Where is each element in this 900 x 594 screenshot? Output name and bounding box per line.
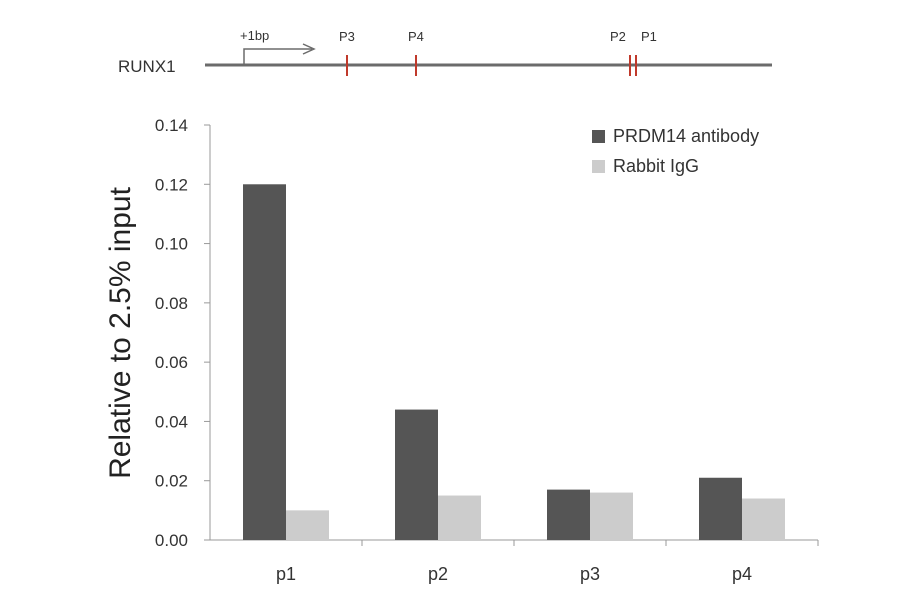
y-ticks: 0.00 0.02 0.04 0.06 0.08 0.10 0.12 0.14	[155, 116, 210, 550]
tss-arrow-icon	[243, 48, 312, 65]
legend-swatch-2	[592, 160, 605, 173]
x-tick-label: p4	[732, 564, 752, 584]
y-tick-label: 0.14	[155, 116, 188, 135]
y-tick-label: 0.06	[155, 353, 188, 372]
x-tick-label: p1	[276, 564, 296, 584]
bar-p2-series-2	[438, 495, 481, 540]
bars	[243, 184, 785, 541]
y-tick-label: 0.12	[155, 175, 188, 194]
site-label-p3: P3	[339, 29, 355, 44]
site-label-p2: P2	[610, 29, 626, 44]
x-ticks: p1 p2 p3 p4	[276, 540, 819, 584]
tss-label: +1bp	[240, 28, 269, 43]
legend-label-1: PRDM14 antibody	[613, 126, 759, 146]
y-tick-label: 0.00	[155, 531, 188, 550]
y-tick-label: 0.04	[155, 412, 188, 431]
bar-p4-series-2	[742, 498, 785, 540]
tss-arrowhead-icon	[302, 43, 316, 55]
bar-p3-series-1	[547, 489, 590, 540]
bar-chart: Relative to 2.5% input 0.000.020.040.060…	[104, 116, 819, 584]
legend-label-2: Rabbit IgG	[613, 156, 699, 176]
bar-p4-series-1	[699, 477, 742, 540]
legend-swatch-1	[592, 130, 605, 143]
gene-label: RUNX1	[118, 57, 176, 76]
site-label-p1: P1	[641, 29, 657, 44]
x-tick-label: p3	[580, 564, 600, 584]
x-tick-label: p2	[428, 564, 448, 584]
bar-p3-series-2	[590, 492, 633, 540]
bar-p2-series-1	[395, 409, 438, 540]
y-tick-label: 0.10	[155, 235, 188, 254]
legend: PRDM14 antibody Rabbit IgG	[592, 126, 759, 176]
y-tick-label: 0.02	[155, 472, 188, 491]
y-axis-title: Relative to 2.5% input	[104, 186, 137, 479]
gene-map: RUNX1 +1bp P3 P4 P2 P1	[118, 28, 772, 76]
y-tick-label: 0.08	[155, 294, 188, 313]
bar-p1-series-1	[243, 184, 286, 541]
site-label-p4: P4	[408, 29, 424, 44]
bar-p1-series-2	[286, 510, 329, 540]
